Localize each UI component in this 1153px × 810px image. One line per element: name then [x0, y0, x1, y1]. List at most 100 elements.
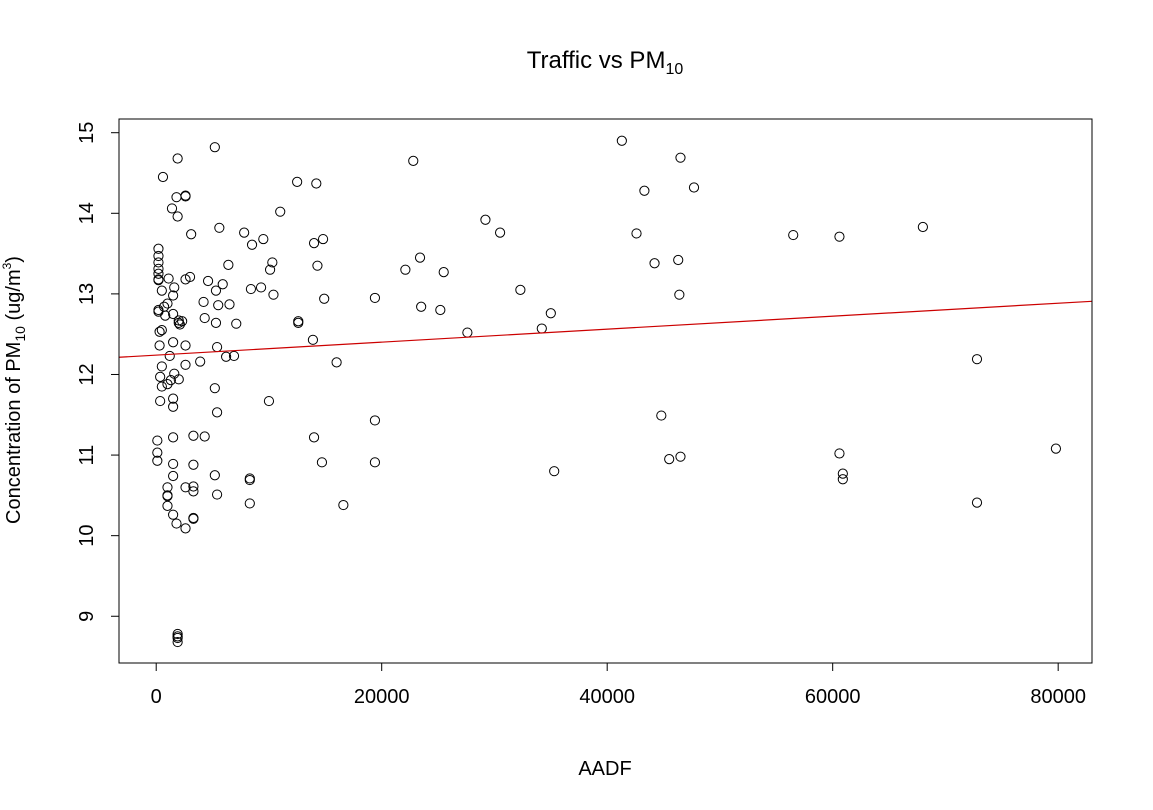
- data-point: [223, 259, 234, 270]
- data-point: [369, 415, 381, 426]
- data-point: [160, 310, 171, 321]
- regression-line: [118, 300, 1093, 358]
- data-point: [244, 474, 255, 486]
- data-point: [616, 135, 627, 146]
- fit-line-layer: [118, 300, 1093, 358]
- data-point: [971, 354, 983, 365]
- data-point: [788, 229, 799, 241]
- chart-title-subscript: 10: [665, 61, 683, 78]
- data-point: [217, 279, 228, 290]
- data-point: [656, 410, 667, 421]
- data-point: [168, 393, 179, 404]
- data-point: [172, 628, 183, 640]
- data-point: [308, 238, 320, 249]
- x-tick-label: 40000: [579, 686, 635, 708]
- data-point: [152, 447, 163, 458]
- x-axis-label: AADF: [578, 758, 631, 780]
- x-tick-label: 60000: [805, 686, 861, 708]
- data-point: [154, 340, 165, 351]
- data-point: [165, 375, 176, 386]
- data-point: [331, 357, 342, 368]
- data-point: [154, 326, 165, 337]
- data-point: [168, 308, 179, 320]
- data-point: [837, 474, 848, 485]
- plot-frame: [118, 118, 1093, 664]
- data-point: [211, 489, 223, 500]
- x-tick-label: 20000: [354, 686, 410, 708]
- data-point: [184, 271, 196, 283]
- data-point: [263, 395, 275, 407]
- data-point: [268, 289, 279, 300]
- data-point: [172, 636, 183, 648]
- data-point: [210, 317, 222, 328]
- data-point: [210, 285, 222, 296]
- data-point: [369, 457, 381, 468]
- y-tick-label: 11: [76, 445, 98, 466]
- data-point: [664, 454, 675, 465]
- data-point: [480, 214, 491, 225]
- y-tick-label: 13: [76, 283, 98, 305]
- data-point: [971, 497, 983, 508]
- data-point: [338, 499, 349, 511]
- data-point: [168, 509, 179, 520]
- data-point: [172, 153, 183, 164]
- data-point: [214, 222, 225, 233]
- data-point: [166, 203, 178, 214]
- data-point: [168, 401, 179, 412]
- data-point: [416, 301, 427, 312]
- data-point: [188, 513, 199, 524]
- data-point: [152, 455, 163, 466]
- y-tick-label: 15: [76, 122, 98, 144]
- y-axis-label-subscript: 10: [12, 326, 28, 342]
- data-point: [172, 632, 183, 644]
- data-point: [209, 383, 220, 394]
- data-point: [267, 257, 278, 268]
- y-axis-label-superscript: 3: [0, 262, 14, 269]
- data-point: [307, 334, 319, 345]
- data-point: [408, 155, 419, 167]
- data-point: [173, 374, 184, 385]
- data-point: [293, 317, 304, 328]
- data-point: [153, 250, 164, 262]
- data-point: [171, 518, 182, 529]
- y-axis-label-middle: (ug/m: [3, 269, 25, 326]
- data-point: [674, 289, 685, 300]
- data-point: [153, 243, 164, 254]
- data-point: [209, 142, 220, 153]
- y-tick-label: 14: [76, 202, 98, 224]
- data-point: [400, 264, 411, 275]
- chart-title: Traffic vs PM10: [527, 47, 684, 78]
- data-point: [164, 350, 175, 362]
- data-point: [195, 356, 206, 367]
- y-axis-label-prefix: Concentration of PM: [3, 342, 25, 524]
- data-point: [244, 498, 255, 509]
- data-point: [156, 381, 167, 392]
- data-point: [186, 229, 197, 240]
- data-point: [162, 298, 173, 309]
- data-point: [639, 185, 650, 196]
- data-point: [153, 268, 164, 279]
- data-point: [837, 468, 848, 479]
- data-point: [264, 264, 276, 275]
- data-point: [255, 282, 267, 293]
- data-point: [153, 263, 164, 275]
- data-point: [156, 361, 167, 372]
- data-point: [152, 435, 163, 446]
- data-point: [156, 285, 167, 296]
- data-point: [180, 340, 191, 351]
- data-point: [169, 282, 180, 293]
- data-point: [180, 482, 191, 493]
- data-point: [180, 359, 191, 370]
- data-point: [292, 176, 303, 187]
- y-tick-label: 12: [76, 363, 98, 385]
- data-point: [177, 316, 188, 327]
- data-point: [168, 337, 179, 348]
- data-point: [515, 284, 526, 295]
- data-point: [228, 350, 240, 362]
- data-point: [198, 296, 209, 308]
- data-point: [549, 466, 560, 477]
- data-point: [180, 523, 191, 534]
- data-point: [414, 252, 426, 263]
- data-point: [188, 486, 199, 497]
